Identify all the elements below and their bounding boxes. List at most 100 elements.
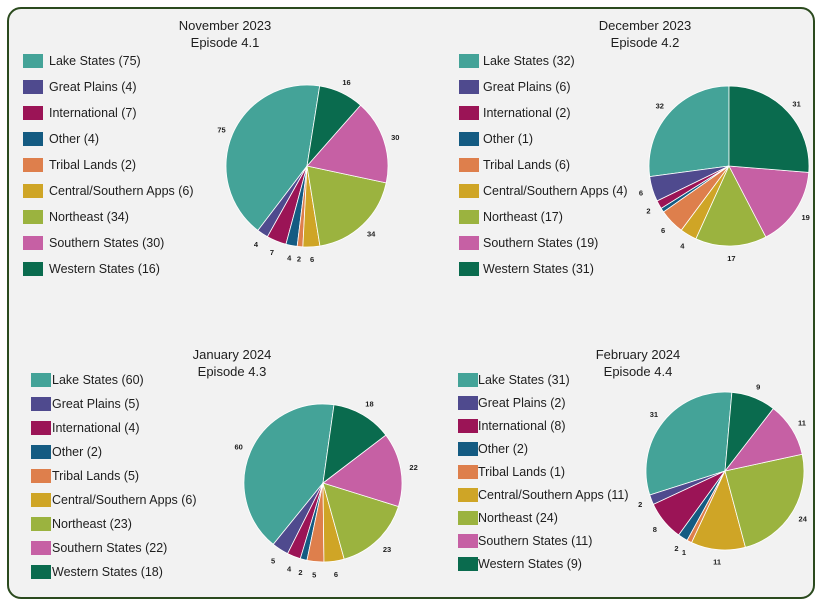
legend-swatch <box>23 158 43 172</box>
legend-swatch <box>23 236 43 250</box>
legend-swatch <box>459 158 479 172</box>
legend-label: Lake States (31) <box>478 373 570 387</box>
chart-2-title-block: December 2023 Episode 4.2 <box>540 17 750 51</box>
chart-subtitle: Episode 4.3 <box>197 364 267 379</box>
legend-label: Tribal Lands (1) <box>478 465 566 479</box>
legend-label: Great Plains (5) <box>52 397 140 411</box>
legend-swatch <box>23 262 43 276</box>
chart-title: December 2023 <box>598 18 692 33</box>
data-label-international: 4 <box>287 565 292 574</box>
data-label-other: 2 <box>674 544 678 553</box>
legend-swatch <box>459 184 479 198</box>
pie-slice-northeast <box>306 165 387 247</box>
pie-slice-northeast <box>322 482 399 560</box>
data-label-northeast: 23 <box>383 545 391 554</box>
chart-subtitle: Episode 4.2 <box>610 35 680 50</box>
legend-swatch <box>31 517 51 531</box>
data-label-tribal-lands: 1 <box>682 548 686 557</box>
data-label-other: 2 <box>298 568 302 577</box>
legend-swatch <box>31 493 51 507</box>
data-label-southern-states: 19 <box>801 213 809 222</box>
data-label-great-plains: 5 <box>271 556 275 565</box>
legend-label: International (8) <box>478 419 566 433</box>
data-label-great-plains: 2 <box>638 500 642 509</box>
data-label-western-states: 9 <box>756 382 760 391</box>
data-label-international: 2 <box>646 207 650 216</box>
data-label-lake-states: 31 <box>650 410 658 419</box>
legend-label: Western States (31) <box>483 262 594 276</box>
legend-label: Other (2) <box>52 445 103 459</box>
chart-title: February 2024 <box>595 347 681 362</box>
legend-label: Northeast (23) <box>52 517 132 531</box>
pie-slice-western-states <box>306 85 362 168</box>
legend-swatch <box>458 419 478 433</box>
legend-label: Other (2) <box>478 442 529 456</box>
legend-label: Central/Southern Apps (11) <box>478 488 629 502</box>
chart-title: November 2023 <box>178 18 272 33</box>
data-label-lake-states: 60 <box>234 442 242 451</box>
legend-label: Tribal Lands (6) <box>483 158 571 172</box>
data-label-international: 8 <box>653 525 657 534</box>
chart-subtitle: Episode 4.4 <box>603 364 673 379</box>
legend-swatch <box>23 132 43 146</box>
pie-chart-3: 60 5 4 2 5 6 23 22 18 <box>234 400 417 580</box>
chart-3-title-block: January 2024 Episode 4.3 <box>127 346 337 380</box>
data-label-international: 7 <box>270 248 274 257</box>
legend-label: Western States (18) <box>52 565 163 579</box>
legend-label: Northeast (24) <box>478 511 558 525</box>
data-label-tribal-lands: 2 <box>297 255 301 264</box>
pie-slice-southern-states <box>322 434 403 508</box>
data-label-central-southern-apps: 6 <box>334 570 338 579</box>
chart-1-title-block: November 2023 Episode 4.1 <box>120 17 330 51</box>
legend-swatch <box>31 541 51 555</box>
chart-title: January 2024 <box>192 347 272 362</box>
legend-label: Lake States (75) <box>49 54 141 68</box>
legend-swatch <box>458 396 478 410</box>
data-label-great-plains: 4 <box>254 240 259 249</box>
legend-swatch <box>458 511 478 525</box>
legend-swatch <box>23 80 43 94</box>
pie-slice-northeast <box>695 165 767 247</box>
data-label-southern-states: 30 <box>391 133 399 142</box>
chart-4-title-block: February 2024 Episode 4.4 <box>533 346 743 380</box>
data-label-western-states: 16 <box>342 78 350 87</box>
data-label-northeast: 17 <box>727 254 735 263</box>
legend-label: Lake States (32) <box>483 54 575 68</box>
legend-swatch <box>459 236 479 250</box>
pie-slice-southern-states <box>306 104 389 184</box>
legend-swatch <box>31 445 51 459</box>
legend-swatch <box>31 469 51 483</box>
legend-swatch <box>459 132 479 146</box>
legend-label: Western States (16) <box>49 262 160 276</box>
data-label-western-states: 31 <box>792 100 800 109</box>
legend-label: Great Plains (6) <box>483 80 571 94</box>
legend-label: Southern States (11) <box>478 534 593 548</box>
data-label-great-plains: 6 <box>639 189 643 198</box>
data-label-northeast: 24 <box>799 514 808 523</box>
legend-swatch <box>459 106 479 120</box>
legend-swatch <box>31 565 51 579</box>
legend-label: Tribal Lands (5) <box>52 469 140 483</box>
legend-swatch <box>23 210 43 224</box>
pie-slice-lake-states <box>243 403 335 545</box>
legend-label: Tribal Lands (2) <box>49 158 137 172</box>
pie-slice-northeast <box>724 453 805 548</box>
legend-swatch <box>23 106 43 120</box>
data-label-southern-states: 22 <box>409 463 417 472</box>
pie-slice-western-states <box>322 404 387 484</box>
data-label-central-southern-apps: 11 <box>713 558 721 567</box>
legend-label: Northeast (34) <box>49 210 129 224</box>
legend-label: International (4) <box>52 421 140 435</box>
legend-label: Southern States (19) <box>483 236 599 250</box>
legend-swatch <box>458 373 478 387</box>
legend-swatch <box>31 421 51 435</box>
legend-label: Central/Southern Apps (4) <box>483 184 628 198</box>
data-label-central-southern-apps: 4 <box>680 241 685 250</box>
chart-subtitle: Episode 4.1 <box>190 35 260 50</box>
legend-swatch <box>459 80 479 94</box>
legend-swatch <box>459 210 479 224</box>
data-label-southern-states: 11 <box>798 418 806 427</box>
